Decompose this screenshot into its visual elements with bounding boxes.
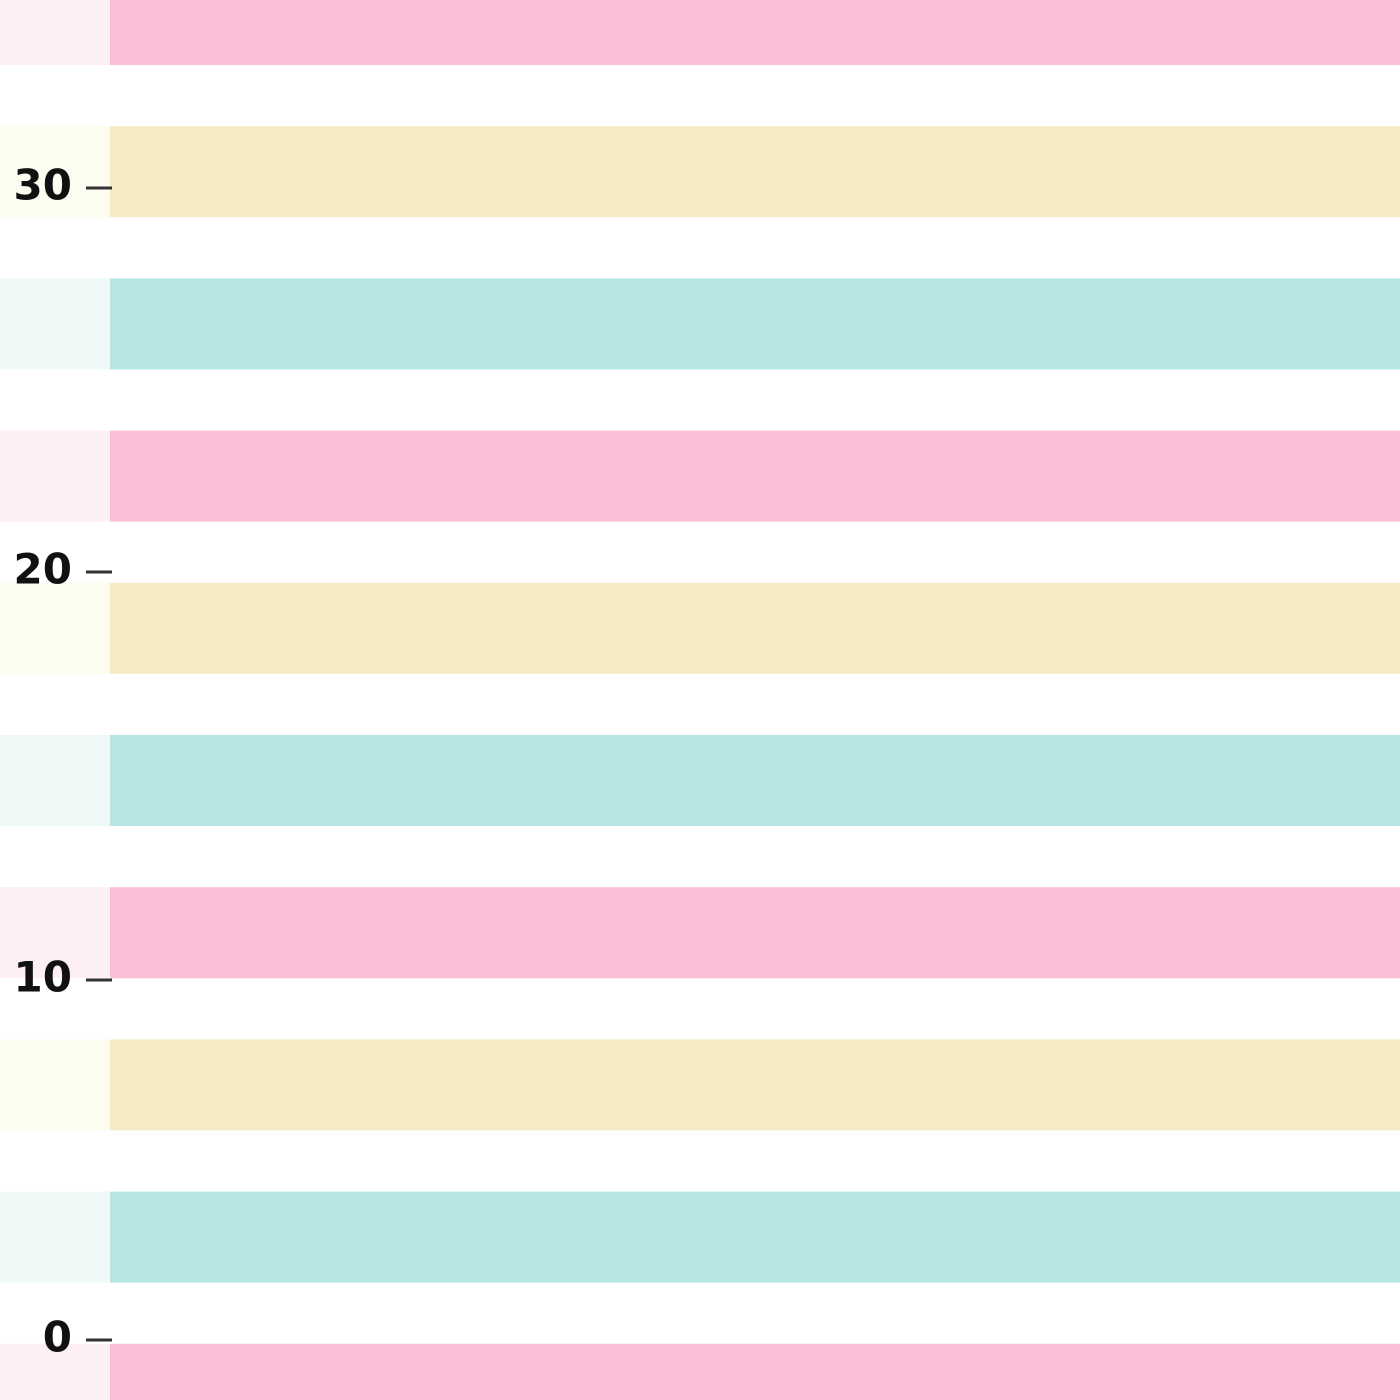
stripe-faded bbox=[0, 430, 110, 522]
stripe bbox=[110, 735, 1400, 826]
tick-label: 0 bbox=[43, 1313, 72, 1362]
stripe bbox=[110, 582, 1400, 674]
stripe-faded bbox=[0, 735, 110, 826]
stripe bbox=[110, 1191, 1400, 1283]
stripe-faded bbox=[0, 582, 110, 674]
stripe bbox=[110, 278, 1400, 370]
stripe-faded bbox=[0, 278, 110, 370]
stripe bbox=[110, 430, 1400, 522]
stripe bbox=[110, 887, 1400, 979]
tick-label: 30 bbox=[14, 161, 72, 210]
stripe-faded bbox=[0, 0, 110, 65]
tick-label: 10 bbox=[14, 953, 72, 1002]
stripe-faded bbox=[0, 1191, 110, 1283]
stripe bbox=[110, 126, 1400, 218]
stripe bbox=[110, 1343, 1400, 1400]
stripe bbox=[110, 1039, 1400, 1131]
stripe-faded bbox=[0, 887, 110, 979]
stripe-faded bbox=[0, 126, 110, 218]
tick-label: 20 bbox=[14, 545, 72, 594]
stripe-faded bbox=[0, 1343, 110, 1400]
stripe-faded bbox=[0, 1039, 110, 1131]
stripe bbox=[110, 0, 1400, 65]
